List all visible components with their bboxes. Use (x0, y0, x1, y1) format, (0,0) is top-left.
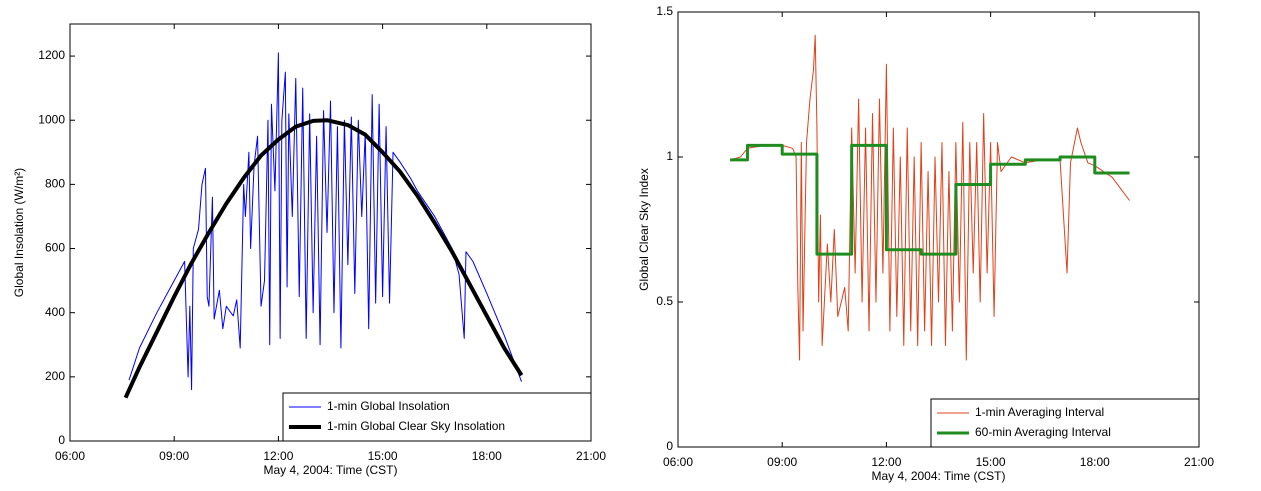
x-tick-label: 09:00 (767, 455, 797, 469)
y-tick-label: 800 (45, 177, 65, 191)
y-tick-label: 400 (45, 305, 65, 319)
x-axis-label: May 4, 2004: Time (CST) (871, 469, 1005, 483)
y-tick-label: 0 (666, 439, 673, 453)
data-line (128, 52, 523, 391)
x-tick-label: 12:00 (263, 449, 293, 463)
x-tick-label: 06:00 (55, 449, 85, 463)
plot-area (678, 12, 1199, 447)
data-line (123, 118, 524, 399)
legend-box (282, 392, 592, 442)
legend-label: 60-min Averaging Interval (975, 425, 1111, 439)
y-tick-label: 1000 (38, 112, 65, 126)
y-tick-label: 200 (45, 369, 65, 383)
chart: 06:00 09:00 12:00 15:00 18:00 21:00 0 0.5 1 1.5 Ma… (637, 4, 1214, 483)
y-tick-label: 0 (58, 433, 65, 447)
x-tick-label: 18:00 (472, 449, 502, 463)
y-tick-label: 600 (45, 241, 65, 255)
x-axis-label: May 4, 2004: Time (CST) (263, 463, 397, 477)
x-tick-label: 21:00 (576, 449, 606, 463)
x-tick-label: 15:00 (976, 455, 1006, 469)
legend: 1-min Global Insolation 1-min Global Clea… (282, 392, 592, 442)
legend: 1-min Averaging Interval 60-min Averaging… (930, 398, 1200, 448)
legend-label: 1-min Global Insolation (327, 399, 450, 413)
data-line (730, 143, 1130, 256)
legend-box (930, 398, 1200, 448)
chart: 06:00 09:00 12:00 15:00 18:00 21:00 0 200 400 600… (12, 23, 606, 477)
x-tick-label: 06:00 (663, 455, 693, 469)
y-axis-label: Global Clear Sky Index (637, 168, 651, 291)
x-tick-label: 18:00 (1080, 455, 1110, 469)
x-tick-label: 09:00 (159, 449, 189, 463)
x-tick-label: 21:00 (1184, 455, 1214, 469)
y-tick-label: 1200 (38, 48, 65, 62)
legend-label: 1-min Averaging Interval (975, 405, 1104, 419)
legend-label: 1-min Global Clear Sky Insolation (327, 419, 505, 433)
data-line (729, 34, 1130, 361)
y-tick-label: 1 (666, 149, 673, 163)
y-tick-label: 0.5 (656, 294, 673, 308)
y-axis-label: Global Insolation (W/m²) (12, 168, 26, 297)
x-tick-label: 12:00 (871, 455, 901, 469)
x-tick-label: 15:00 (368, 449, 398, 463)
y-tick-label: 1.5 (656, 4, 673, 18)
plot-area (70, 24, 591, 441)
